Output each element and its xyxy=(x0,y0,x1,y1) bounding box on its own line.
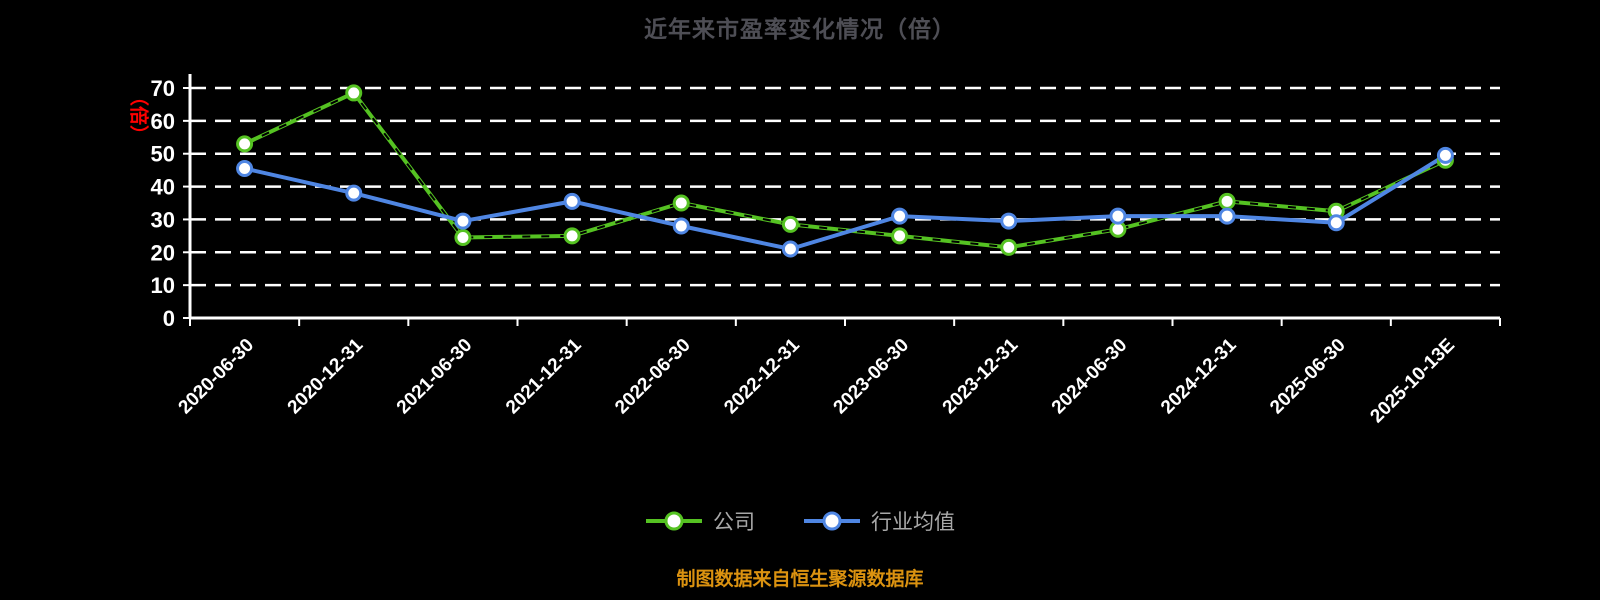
svg-text:40: 40 xyxy=(151,175,175,200)
svg-text:2025-10-13E: 2025-10-13E xyxy=(1366,335,1459,428)
industry-series-marker-icon xyxy=(804,511,860,531)
page-title: 近年来市盈率变化情况（倍） xyxy=(644,16,956,42)
data-source-note: 制图数据来自恒生聚源数据库 xyxy=(676,569,924,590)
legend-item-company: 公司 xyxy=(645,506,755,536)
svg-text:2020-12-31: 2020-12-31 xyxy=(284,334,368,418)
svg-text:2021-06-30: 2021-06-30 xyxy=(393,335,477,419)
svg-text:70: 70 xyxy=(151,76,175,101)
svg-text:30: 30 xyxy=(151,207,175,232)
svg-text:60: 60 xyxy=(151,109,175,134)
chart-legend: 公司 行业均值 xyxy=(0,506,1600,536)
svg-text:2023-12-31: 2023-12-31 xyxy=(939,334,1023,418)
svg-text:2023-06-30: 2023-06-30 xyxy=(830,335,914,419)
svg-text:2020-06-30: 2020-06-30 xyxy=(175,335,259,419)
legend-item-industry: 行业均值 xyxy=(803,506,955,536)
line-chart-canvas: 0 10 20 30 40 50 60 70 2020-06-30 2020-12-31 2021-… xyxy=(151,74,1501,428)
svg-text:10: 10 xyxy=(151,273,175,298)
svg-text:2024-06-30: 2024-06-30 xyxy=(1048,335,1132,419)
svg-text:2024-12-31: 2024-12-31 xyxy=(1157,334,1241,418)
svg-text:2022-12-31: 2022-12-31 xyxy=(720,334,804,418)
svg-text:2022-06-30: 2022-06-30 xyxy=(611,335,695,419)
legend-label-industry: 行业均值 xyxy=(871,511,955,534)
svg-text:50: 50 xyxy=(151,142,175,167)
svg-text:20: 20 xyxy=(151,240,175,265)
svg-text:2025-06-30: 2025-06-30 xyxy=(1266,335,1350,419)
legend-label-company: 公司 xyxy=(713,511,755,534)
company-series-marker-icon xyxy=(646,511,702,531)
svg-text:0: 0 xyxy=(163,306,175,331)
svg-text:2021-12-31: 2021-12-31 xyxy=(502,334,586,418)
